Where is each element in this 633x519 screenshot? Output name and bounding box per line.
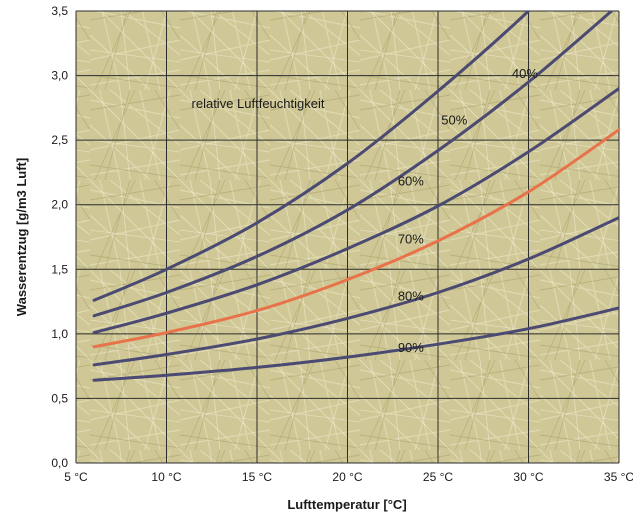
series-label-4: 80%	[398, 288, 424, 303]
y-tick-label-5: 2,5	[51, 133, 68, 147]
x-tick-label-2: 15 °C	[242, 470, 272, 484]
series-line-4	[92, 216, 619, 367]
y-tick-label-2: 1,0	[51, 327, 68, 341]
x-tick-label-1: 10 °C	[151, 470, 181, 484]
x-tick-label-0: 5 °C	[64, 470, 88, 484]
series-label-2: 60%	[398, 173, 424, 188]
axis-ticks: 5 °C 10 °C 15 °C 20 °C 25 °C 30 °C 35 °C 0,0 0,5…	[51, 4, 633, 484]
grid	[75, 10, 620, 464]
y-tick-label-7: 3,5	[51, 4, 68, 18]
series-label-0: 40%	[512, 66, 538, 81]
series-line-5	[92, 306, 619, 382]
series-line-2	[92, 87, 619, 335]
y-tick-label-6: 3,0	[51, 69, 68, 83]
x-tick-label-6: 35 °C	[604, 470, 633, 484]
series-line-0	[92, 11, 531, 302]
y-tick-label-4: 2,0	[51, 198, 68, 212]
series-line-1	[92, 11, 614, 318]
series-label-1: 50%	[441, 113, 467, 128]
x-axis-title: Lufttemperatur [°C]	[287, 497, 406, 512]
x-tick-label-5: 30 °C	[513, 470, 543, 484]
y-tick-label-3: 1,5	[51, 262, 68, 276]
legend-label: relative Luftfeuchtigkeit	[192, 96, 325, 111]
y-tick-label-1: 0,5	[51, 391, 68, 405]
x-tick-label-3: 20 °C	[332, 470, 362, 484]
y-tick-label-0: 0,0	[51, 456, 68, 470]
series-labels: relative Luftfeuchtigkeit 40% 50% 60% 70% 80…	[192, 66, 539, 355]
series-label-5: 90%	[398, 340, 424, 355]
y-axis-title: Wasserentzug [g/m3 Luft]	[14, 158, 29, 316]
x-tick-label-4: 25 °C	[423, 470, 453, 484]
series-line-3	[92, 128, 619, 349]
series-lines	[92, 11, 619, 382]
series-label-3: 70%	[398, 231, 424, 246]
